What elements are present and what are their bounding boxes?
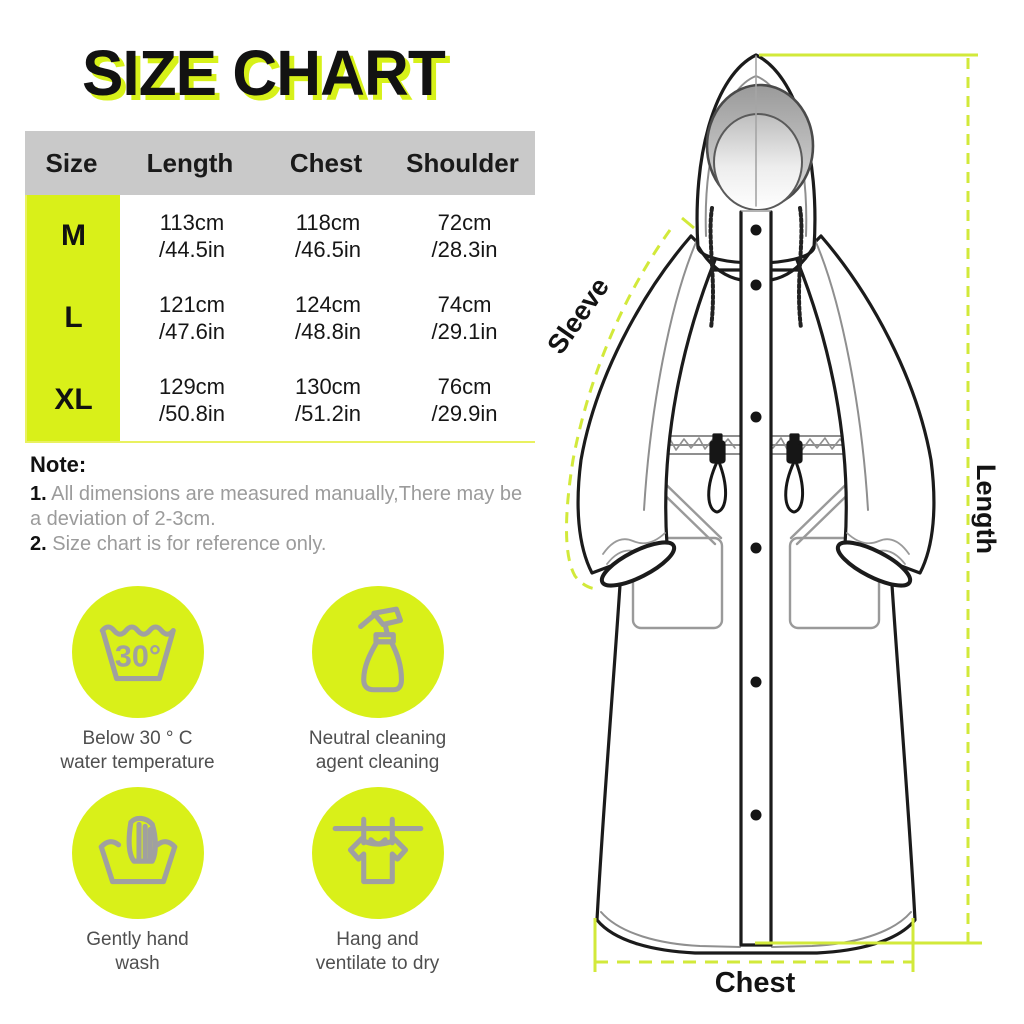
collar-left bbox=[696, 244, 743, 282]
page-title: SIZE CHART bbox=[82, 37, 446, 109]
value-cm: 124cm bbox=[294, 292, 362, 317]
value-in: /46.5in bbox=[294, 237, 362, 262]
sleeve-dimension-tick bbox=[681, 216, 695, 230]
size-table-header: Size Length Chest Shoulder bbox=[25, 131, 535, 195]
note-title: Note: bbox=[30, 452, 87, 477]
value-cm: 113cm bbox=[159, 210, 225, 235]
value-cm: 76cm bbox=[437, 374, 492, 399]
care-icon-circle bbox=[311, 586, 444, 718]
care-caption-line: Hang and bbox=[336, 929, 419, 950]
placket-edges bbox=[739, 210, 773, 947]
value-in: /50.8in bbox=[158, 401, 226, 426]
care-caption-line: agent cleaning bbox=[315, 752, 440, 773]
length-label: Length bbox=[971, 464, 1001, 554]
hang-dry-icon bbox=[332, 816, 423, 885]
value-in: /48.8in bbox=[294, 319, 362, 344]
spray-bottle-icon bbox=[357, 606, 404, 693]
table-row-size-label: L bbox=[27, 277, 120, 359]
value-in: /28.3in bbox=[431, 237, 498, 262]
hood-drawstrings bbox=[708, 206, 804, 330]
care-caption: Neutral cleaning agent cleaning bbox=[309, 727, 446, 775]
table-row-size-label: XL bbox=[27, 359, 120, 441]
value-cm: 118cm bbox=[295, 210, 361, 235]
care-item-wash-temp: 30° Below 30 ° C water temperature bbox=[35, 586, 240, 775]
value-in: /29.9in bbox=[431, 401, 498, 426]
care-item-neutral-cleaning: Neutral cleaning agent cleaning bbox=[275, 586, 480, 775]
dimension-lines bbox=[565, 53, 982, 972]
table-cell: 129cm /50.8in bbox=[120, 359, 264, 441]
size-table-body: M 113cm /44.5in 118cm /46.5in 72cm /28.3… bbox=[25, 195, 537, 443]
raincoat-drawing bbox=[576, 53, 936, 955]
note-number: 1. bbox=[30, 483, 47, 505]
collar-right bbox=[769, 244, 816, 282]
table-cell: 121cm /47.6in bbox=[120, 277, 264, 359]
care-caption-line: Gently hand bbox=[86, 929, 189, 950]
care-caption: Gently hand wash bbox=[86, 928, 188, 976]
value-cm: 72cm bbox=[437, 210, 492, 235]
size-table: Size Length Chest Shoulder M 113cm /44.5… bbox=[25, 131, 537, 443]
column-header-size: Size bbox=[45, 147, 98, 178]
chest-label: Chest bbox=[715, 967, 796, 999]
value-in: /44.5in bbox=[158, 237, 226, 262]
care-caption-line: Neutral cleaning bbox=[308, 728, 447, 749]
note-section: Note: 1. All dimensions are measured man… bbox=[30, 452, 535, 557]
table-cell: 124cm /48.8in bbox=[264, 277, 392, 359]
table-cell: 74cm /29.1in bbox=[392, 277, 537, 359]
column-header-shoulder: Shoulder bbox=[406, 147, 519, 178]
table-cell: 113cm /44.5in bbox=[120, 195, 264, 277]
raincoat-diagram: Sleeve Length Chest bbox=[545, 53, 1001, 999]
care-caption-line: wash bbox=[115, 953, 160, 974]
sleeve-dimension-dashed-line bbox=[565, 229, 672, 591]
hem-inner-line bbox=[600, 911, 912, 948]
cord-toggles bbox=[707, 433, 804, 514]
column-header-chest: Chest bbox=[289, 147, 363, 178]
right-raglan-seam bbox=[814, 239, 869, 511]
right-cuff bbox=[835, 540, 913, 588]
care-icon-circle bbox=[311, 787, 444, 919]
note-text: Size chart is for reference only. bbox=[46, 533, 327, 555]
value-cm: 129cm bbox=[158, 374, 226, 399]
placket bbox=[742, 210, 770, 944]
care-caption: Hang and ventilate to dry bbox=[316, 928, 440, 976]
note-text: All dimensions are measured manually,The… bbox=[30, 483, 523, 530]
snap-buttons bbox=[750, 224, 762, 821]
wash-basin-30-icon: 30° bbox=[99, 624, 176, 682]
table-cell: 118cm /46.5in bbox=[264, 195, 392, 277]
hand-wash-icon bbox=[98, 815, 177, 885]
note-item: 1. All dimensions are measured manually,… bbox=[30, 482, 535, 532]
value-cm: 130cm bbox=[294, 374, 362, 399]
care-instructions: 30° Below 30 ° C water temperature bbox=[35, 586, 480, 976]
note-item: 2. Size chart is for reference only. bbox=[30, 532, 535, 557]
sleeve-label: Sleeve bbox=[545, 272, 615, 359]
value-in: /51.2in bbox=[294, 401, 362, 426]
left-raglan-seam bbox=[643, 239, 698, 511]
value-cm: 121cm bbox=[158, 292, 226, 317]
care-caption-line: ventilate to dry bbox=[315, 953, 440, 974]
table-cell: 76cm /29.9in bbox=[392, 359, 537, 441]
table-row-size-label: M bbox=[27, 195, 120, 277]
left-sleeve bbox=[576, 234, 717, 575]
value-in: /29.1in bbox=[431, 319, 498, 344]
table-cell: 72cm /28.3in bbox=[392, 195, 537, 277]
care-caption: Below 30 ° C water temperature bbox=[60, 727, 214, 775]
care-icon-circle bbox=[71, 787, 204, 919]
care-icon-circle: 30° bbox=[71, 586, 204, 718]
care-item-hand-wash: Gently hand wash bbox=[35, 787, 240, 976]
value-cm: 74cm bbox=[437, 292, 492, 317]
wash-temp-badge: 30° bbox=[114, 639, 160, 673]
care-item-hang-dry: Hang and ventilate to dry bbox=[275, 787, 480, 976]
left-cuff bbox=[599, 540, 677, 588]
right-sleeve bbox=[795, 234, 936, 575]
care-caption-line: Below 30 ° C bbox=[82, 728, 193, 749]
note-number: 2. bbox=[30, 533, 47, 555]
face bbox=[713, 113, 803, 211]
value-in: /47.6in bbox=[158, 319, 226, 344]
care-caption-line: water temperature bbox=[60, 752, 215, 773]
column-header-length: Length bbox=[146, 147, 234, 178]
table-cell: 130cm /51.2in bbox=[264, 359, 392, 441]
